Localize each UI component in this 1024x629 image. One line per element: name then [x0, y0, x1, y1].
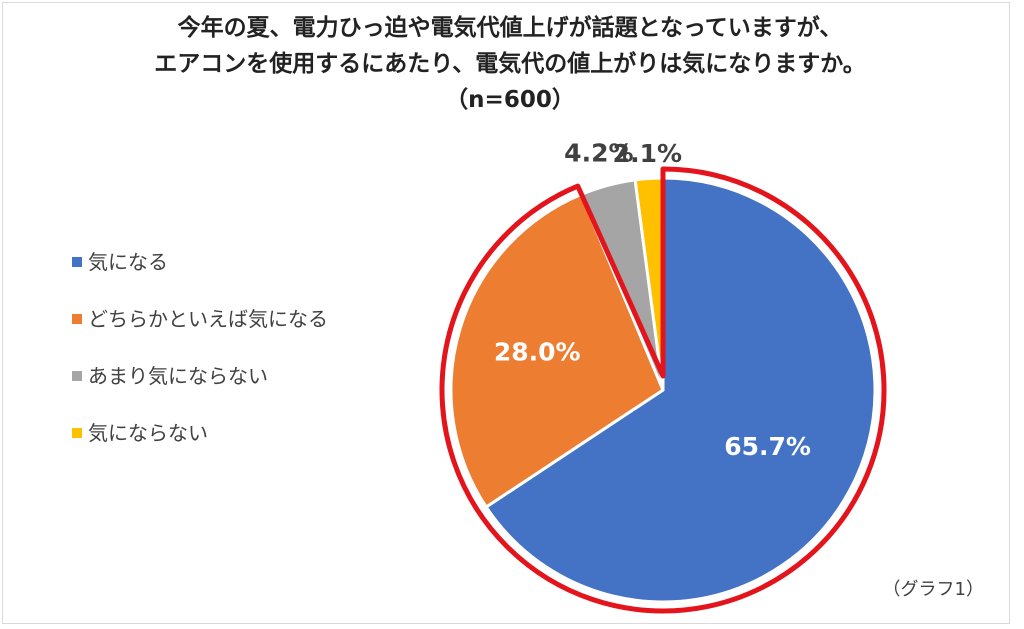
data-label-3: 2.1% [613, 139, 682, 168]
chart-caption: （グラフ1） [882, 579, 984, 600]
highlight-outline [439, 166, 887, 614]
legend-swatch-2 [72, 371, 82, 381]
title-line-3: （n=600） [445, 87, 575, 113]
legend-swatch-3 [72, 428, 82, 438]
legend-label-0: 気になる [88, 250, 168, 274]
data-label-0: 65.7% [724, 432, 811, 461]
legend-label-3: 気にならない [88, 421, 208, 445]
title-line-2: エアコンを使用するにあたり、電気代の値上がりは気になりますか。 [154, 51, 866, 77]
legend-swatch-0 [72, 257, 82, 267]
legend-label-2: あまり気にならない [88, 364, 268, 388]
legend-swatch-1 [72, 314, 82, 324]
pie-slice-0 [484, 176, 877, 604]
data-label-2: 4.2% [564, 139, 633, 168]
chart-title: 今年の夏、電力ひっ迫や電気代値上げが話題となっていますが、 エアコンを使用するに… [60, 10, 960, 118]
pie-slice-1 [449, 192, 665, 509]
legend-label-1: どちらかといえば気になる [88, 307, 328, 331]
title-line-1: 今年の夏、電力ひっ迫や電気代値上げが話題となっていますが、 [177, 15, 843, 41]
data-label-1: 28.0% [494, 338, 581, 367]
